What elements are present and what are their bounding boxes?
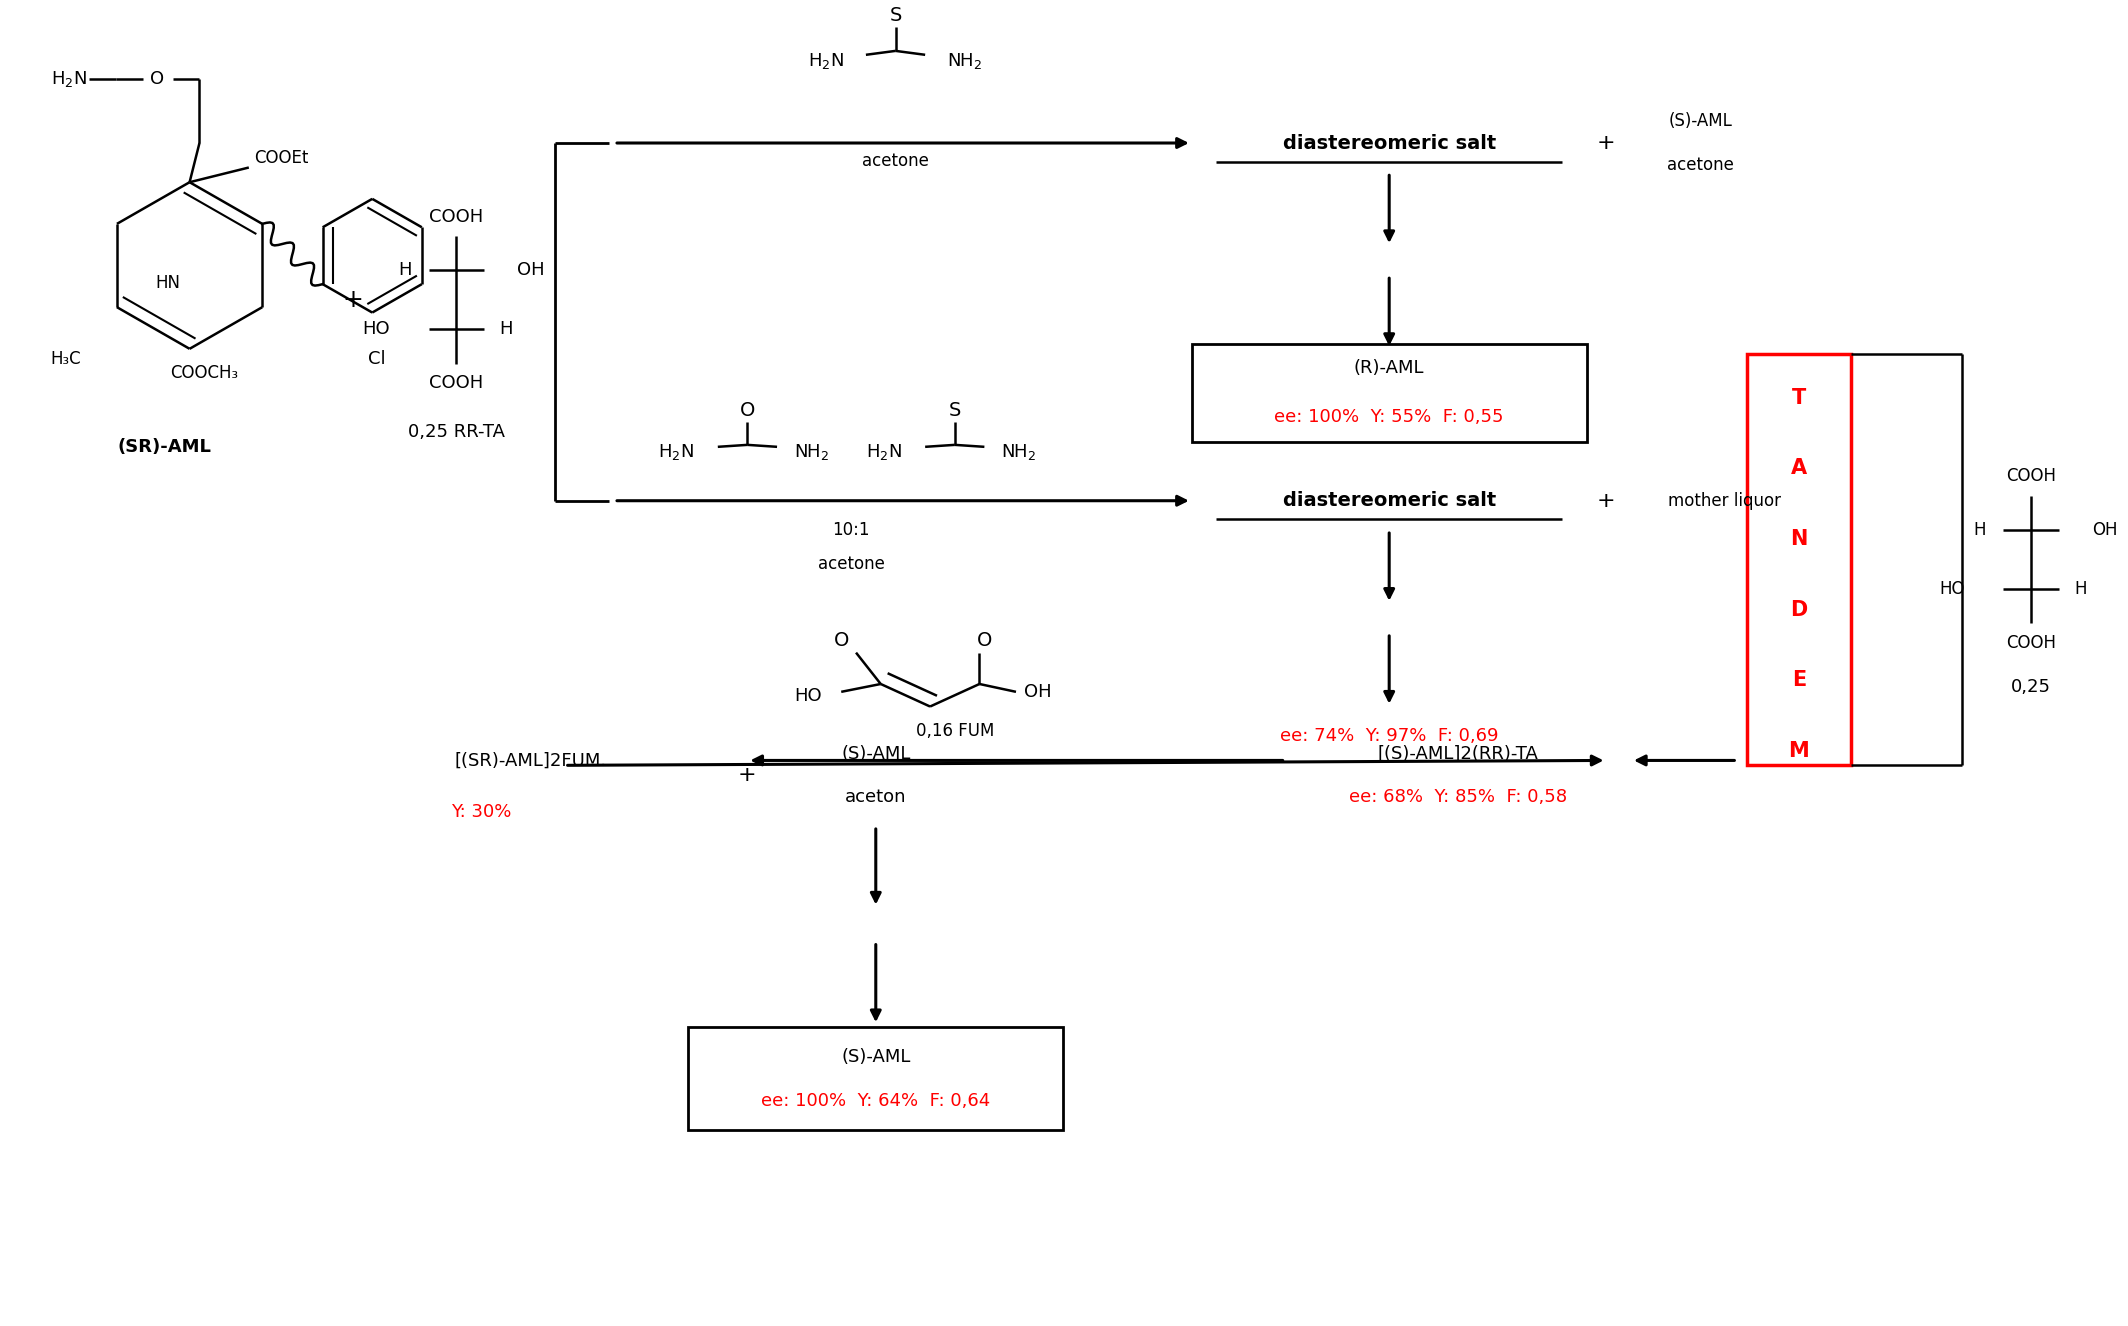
Text: H: H xyxy=(498,320,513,338)
Text: D: D xyxy=(1790,599,1807,619)
Text: H: H xyxy=(1973,521,1985,540)
Text: acetone: acetone xyxy=(1666,155,1734,174)
Text: NH$_2$: NH$_2$ xyxy=(947,50,983,70)
Text: H: H xyxy=(398,261,411,280)
Text: NH$_2$: NH$_2$ xyxy=(794,442,830,461)
Text: [(S)-AML]2(RR)-TA: [(S)-AML]2(RR)-TA xyxy=(1377,745,1539,762)
Text: NH$_2$: NH$_2$ xyxy=(1002,442,1036,461)
Text: Cl: Cl xyxy=(368,350,385,367)
Text: +: + xyxy=(738,765,758,785)
Text: H$_2$N: H$_2$N xyxy=(51,69,87,89)
Bar xyxy=(687,1028,1064,1130)
Text: COOH: COOH xyxy=(430,207,483,225)
Text: (R)-AML: (R)-AML xyxy=(1353,359,1424,378)
Text: (SR)-AML: (SR)-AML xyxy=(117,438,213,456)
Text: (S)-AML: (S)-AML xyxy=(841,745,911,762)
Text: COOH: COOH xyxy=(2007,467,2056,485)
Text: ee: 74%  Y: 97%  F: 0,69: ee: 74% Y: 97% F: 0,69 xyxy=(1279,727,1498,745)
Text: H₃C: H₃C xyxy=(51,350,81,367)
Text: COOEt: COOEt xyxy=(253,149,309,167)
Text: A: A xyxy=(1792,459,1807,479)
Bar xyxy=(1747,354,1851,765)
Text: ee: 100%  Y: 64%  F: 0,64: ee: 100% Y: 64% F: 0,64 xyxy=(762,1091,990,1110)
Text: OH: OH xyxy=(2092,521,2117,540)
Text: O: O xyxy=(834,631,849,650)
Text: H$_2$N: H$_2$N xyxy=(866,442,902,461)
Text: M: M xyxy=(1788,741,1809,761)
Text: H$_2$N: H$_2$N xyxy=(658,442,694,461)
Text: ee: 68%  Y: 85%  F: 0,58: ee: 68% Y: 85% F: 0,58 xyxy=(1349,788,1568,806)
Text: diastereomeric salt: diastereomeric salt xyxy=(1283,134,1496,152)
Text: T: T xyxy=(1792,387,1807,408)
Text: S: S xyxy=(949,400,962,420)
Text: 10:1: 10:1 xyxy=(832,521,870,540)
Text: (S)-AML: (S)-AML xyxy=(1668,113,1732,130)
Text: 0,25 RR-TA: 0,25 RR-TA xyxy=(409,423,504,442)
Text: N: N xyxy=(1790,529,1807,549)
Text: acetone: acetone xyxy=(817,556,885,573)
Text: ee: 100%  Y: 55%  F: 0,55: ee: 100% Y: 55% F: 0,55 xyxy=(1275,408,1504,427)
Text: Y: 30%: Y: 30% xyxy=(451,804,511,821)
Text: HO: HO xyxy=(794,687,821,704)
Text: HO: HO xyxy=(1939,579,1964,598)
Text: OH: OH xyxy=(517,261,545,280)
Text: aceton: aceton xyxy=(845,788,907,806)
Text: O: O xyxy=(741,400,755,420)
Text: 0,25: 0,25 xyxy=(2011,678,2051,696)
Text: O: O xyxy=(149,70,164,89)
Text: S: S xyxy=(890,7,902,25)
Text: [(SR)-AML]2FUM.: [(SR)-AML]2FUM. xyxy=(453,752,606,769)
Text: mother liquor: mother liquor xyxy=(1668,492,1781,509)
Text: E: E xyxy=(1792,670,1807,690)
Text: COOH: COOH xyxy=(2007,634,2056,652)
Text: O: O xyxy=(977,631,992,650)
Text: 0,16 FUM: 0,16 FUM xyxy=(915,723,994,740)
Text: HO: HO xyxy=(362,320,389,338)
Text: diastereomeric salt: diastereomeric salt xyxy=(1283,491,1496,511)
Bar xyxy=(1192,343,1587,442)
Text: acetone: acetone xyxy=(862,151,930,170)
Text: OH: OH xyxy=(1024,683,1051,701)
Text: H: H xyxy=(2075,579,2088,598)
Text: (S)-AML: (S)-AML xyxy=(841,1049,911,1066)
Text: +: + xyxy=(343,288,364,312)
Text: COOCH₃: COOCH₃ xyxy=(170,365,238,382)
Text: +: + xyxy=(1598,133,1615,152)
Text: H$_2$N: H$_2$N xyxy=(809,50,845,70)
Text: HN: HN xyxy=(155,274,181,292)
Text: COOH: COOH xyxy=(430,374,483,392)
Text: +: + xyxy=(1598,491,1615,511)
